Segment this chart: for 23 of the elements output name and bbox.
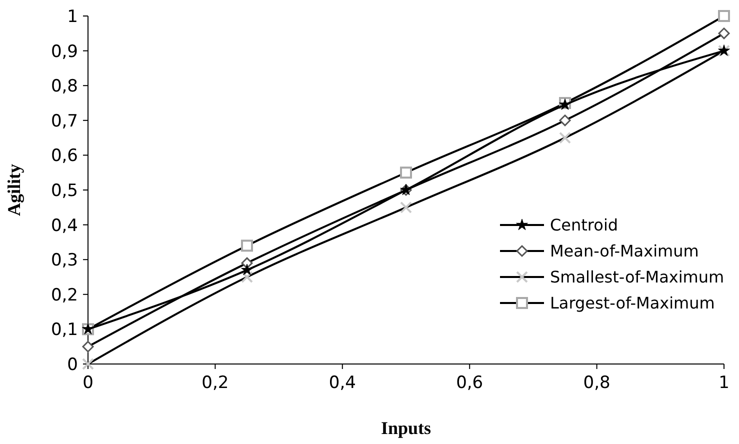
legend-label: Smallest-of-Maximum (550, 268, 724, 287)
x-tick-label: 1 (718, 373, 730, 393)
y-tick-label: 0 (67, 354, 78, 375)
y-tick-label: 0,9 (50, 42, 78, 62)
y-tick-label: 0,1 (50, 320, 78, 340)
x-tick-label: 0,2 (202, 373, 229, 393)
y-tick-label: 0,3 (50, 250, 78, 271)
x-tick-label: 0 (82, 373, 94, 393)
y-tick-label: 0,4 (50, 216, 78, 236)
legend-label: Centroid (550, 216, 618, 235)
y-tick-label: 0,2 (50, 285, 78, 306)
y-tick-label: 0,8 (50, 76, 78, 97)
x-tick-label: 0,4 (328, 373, 356, 393)
legend-label: Mean-of-Maximum (550, 242, 699, 261)
y-axis-title: Agility (4, 164, 24, 216)
y-tick-label: 0,7 (50, 111, 78, 132)
legend-label: Largest-of-Maximum (550, 294, 715, 313)
y-tick-label: 0,6 (50, 146, 78, 166)
y-tick-label: 0,5 (50, 180, 78, 201)
x-tick-label: 0,8 (583, 373, 610, 393)
x-axis-title: Inputs (380, 418, 432, 438)
y-tick-label: 1 (67, 6, 78, 27)
x-tick-label: 0,6 (456, 373, 484, 393)
